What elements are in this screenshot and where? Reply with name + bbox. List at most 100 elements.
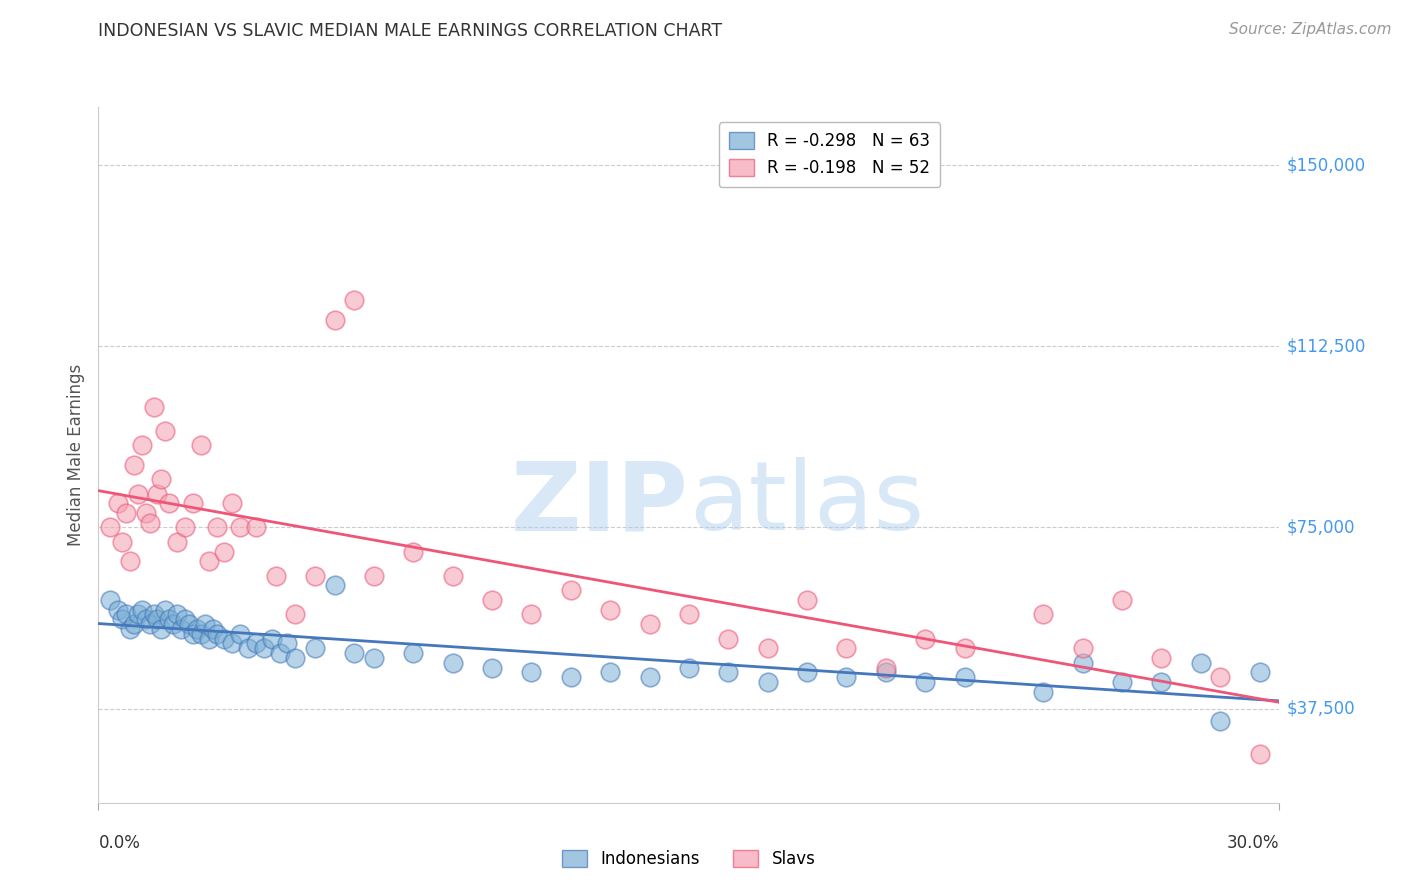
Point [138, 516, 160, 530]
Point [122, 458, 145, 472]
Point [131, 602, 153, 616]
Point [214, 544, 236, 558]
Point [1071, 656, 1094, 670]
Point [953, 641, 976, 656]
Point [138, 617, 160, 632]
Point [520, 665, 543, 680]
Text: ZIP: ZIP [510, 457, 689, 550]
Point [170, 622, 193, 636]
Point [441, 656, 464, 670]
Point [481, 592, 503, 607]
Point [245, 636, 267, 650]
Point [269, 646, 291, 660]
Point [157, 612, 180, 626]
Point [323, 578, 346, 592]
Point [107, 496, 129, 510]
Point [131, 438, 153, 452]
Point [142, 607, 165, 622]
Point [181, 626, 204, 640]
Point [111, 612, 134, 626]
Point [599, 602, 621, 616]
Point [157, 496, 180, 510]
Point [1032, 607, 1054, 622]
Legend: Indonesians, Slavs: Indonesians, Slavs [555, 843, 823, 875]
Point [441, 568, 464, 582]
Point [177, 617, 200, 632]
Point [284, 651, 307, 665]
Point [174, 520, 197, 534]
Point [221, 636, 243, 650]
Point [146, 612, 169, 626]
Point [127, 486, 149, 500]
Point [1032, 684, 1054, 698]
Point [229, 626, 252, 640]
Point [1209, 670, 1232, 684]
Point [1150, 675, 1173, 690]
Point [155, 424, 177, 438]
Point [796, 592, 818, 607]
Point [115, 607, 138, 622]
Point [1209, 714, 1232, 728]
Point [914, 675, 936, 690]
Point [678, 607, 700, 622]
Point [118, 622, 141, 636]
Point [186, 622, 208, 636]
Point [221, 496, 243, 510]
Point [98, 520, 121, 534]
Point [107, 602, 129, 616]
Point [402, 646, 425, 660]
Point [599, 665, 621, 680]
Y-axis label: Median Male Earnings: Median Male Earnings [67, 364, 86, 546]
Point [796, 665, 818, 680]
Text: $75,000: $75,000 [1286, 518, 1355, 536]
Point [363, 651, 385, 665]
Point [304, 641, 326, 656]
Point [127, 607, 149, 622]
Point [560, 583, 582, 598]
Point [520, 607, 543, 622]
Text: INDONESIAN VS SLAVIC MEDIAN MALE EARNINGS CORRELATION CHART: INDONESIAN VS SLAVIC MEDIAN MALE EARNING… [98, 22, 723, 40]
Point [111, 534, 134, 549]
Text: 30.0%: 30.0% [1227, 834, 1279, 852]
Text: $150,000: $150,000 [1286, 156, 1365, 174]
Point [343, 293, 366, 308]
Point [201, 622, 224, 636]
Point [284, 607, 307, 622]
Point [166, 607, 188, 622]
Point [1189, 656, 1212, 670]
Point [560, 670, 582, 684]
Point [276, 636, 298, 650]
Point [98, 592, 121, 607]
Point [118, 554, 141, 568]
Point [1249, 747, 1271, 762]
Point [205, 626, 228, 640]
Point [402, 544, 425, 558]
Point [835, 641, 858, 656]
Point [264, 568, 287, 582]
Point [717, 632, 740, 646]
Point [363, 568, 385, 582]
Point [166, 534, 188, 549]
Point [197, 632, 219, 646]
Text: atlas: atlas [689, 457, 924, 550]
Point [875, 660, 897, 674]
Point [1111, 592, 1133, 607]
Point [260, 632, 283, 646]
Point [174, 612, 197, 626]
Point [481, 660, 503, 674]
Point [717, 665, 740, 680]
Point [229, 520, 252, 534]
Point [135, 612, 157, 626]
Point [756, 641, 779, 656]
Point [756, 675, 779, 690]
Point [122, 617, 145, 632]
Point [181, 496, 204, 510]
Point [1071, 641, 1094, 656]
Point [245, 520, 267, 534]
Point [1249, 665, 1271, 680]
Point [678, 660, 700, 674]
Point [135, 506, 157, 520]
Point [304, 568, 326, 582]
Point [1111, 675, 1133, 690]
Point [835, 670, 858, 684]
